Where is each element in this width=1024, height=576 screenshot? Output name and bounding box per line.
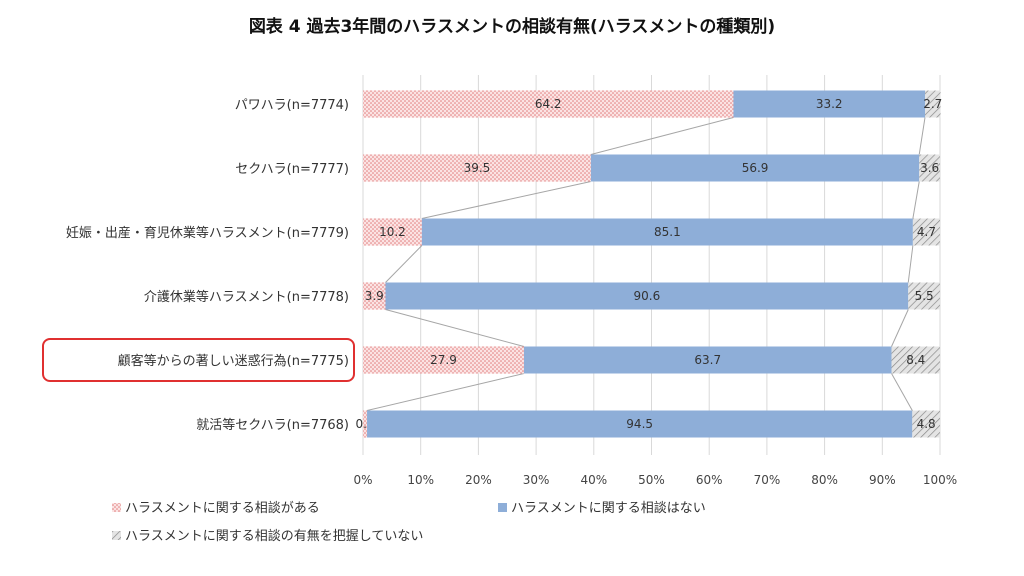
bar-segment	[363, 282, 386, 310]
connector-line	[421, 181, 592, 219]
category-label: 顧客等からの著しい迷惑行為(n=7775)	[118, 353, 349, 369]
highlight-box	[42, 338, 355, 382]
category-label: 就活等セクハラ(n=7768)	[196, 417, 349, 433]
data-label: 2.7	[923, 97, 942, 111]
x-tick-label: 0%	[353, 473, 372, 487]
legend-label: ハラスメントに関する相談はない	[511, 500, 706, 516]
connector-line	[891, 373, 913, 411]
connector-line	[891, 309, 909, 347]
x-axis-ticks: 0% 10% 20% 30% 40% 50% 60% 70% 80% 90% 100%	[353, 473, 957, 487]
data-label: 4.8	[917, 417, 936, 431]
bars: 64.2 33.2 2.7 39.5 56.9 3.6 10.2 85.1 4.7 3.9 90.6…	[355, 90, 942, 438]
connector-line	[385, 309, 525, 347]
bar-segment	[363, 154, 591, 182]
data-label: 85.1	[654, 225, 681, 239]
data-label: 3.9	[365, 289, 384, 303]
legend-swatch	[112, 503, 121, 512]
data-label: 5.5	[915, 289, 934, 303]
data-label: 3.6	[920, 161, 939, 175]
x-tick-label: 80%	[811, 473, 838, 487]
bar-segment	[912, 218, 940, 246]
category-label: セクハラ(n=7777)	[235, 162, 349, 177]
x-tick-label: 70%	[754, 473, 781, 487]
data-label: 56.9	[742, 161, 769, 175]
bar-segment	[363, 218, 422, 246]
bar-segment	[421, 218, 913, 246]
connector-line	[918, 117, 926, 155]
bar-segment	[363, 90, 734, 118]
data-label: 63.7	[694, 353, 721, 367]
legend-swatch	[112, 531, 121, 540]
category-label: 介護休業等ハラスメント(n=7778)	[144, 289, 349, 305]
connector-line	[912, 181, 920, 219]
x-tick-label: 40%	[580, 473, 607, 487]
chart-title: 図表 4 過去3年間のハラスメントの相談有無(ハラスメントの種類別)	[249, 16, 775, 37]
connector-lines	[366, 117, 926, 411]
legend-swatch	[498, 503, 507, 512]
connector-line	[385, 245, 423, 283]
data-label: 8.4	[906, 353, 925, 367]
data-label: 27.9	[430, 353, 457, 367]
bar-segment	[924, 90, 941, 118]
grid-lines	[362, 75, 941, 455]
x-tick-label: 30%	[523, 473, 550, 487]
x-tick-label: 20%	[465, 473, 492, 487]
x-tick-label: 50%	[638, 473, 665, 487]
connector-line	[366, 373, 525, 411]
category-label: 妊娠・出産・育児休業等ハラスメント(n=7779)	[66, 225, 349, 241]
category-labels: パワハラ(n=7774) セクハラ(n=7777) 妊娠・出産・育児休業等ハラスメン…	[42, 98, 355, 433]
bar-segment	[733, 90, 925, 118]
data-label: 10.2	[379, 225, 406, 239]
legend: ハラスメントに関する相談がある ハラスメントに関する相談はないハラスメントに関する…	[112, 500, 706, 544]
data-label: 4.7	[917, 225, 936, 239]
bar-segment	[891, 346, 940, 374]
x-tick-label: 100%	[923, 473, 957, 487]
legend-label: ハラスメントに関する相談の有無を把握していない	[125, 528, 423, 544]
legend-label: ハラスメントに関する相談がある	[125, 500, 320, 516]
data-label: 90.6	[634, 289, 661, 303]
bar-segment	[363, 346, 524, 374]
data-label: 94.5	[626, 417, 653, 431]
bar-segment	[523, 346, 892, 374]
bar-segment	[908, 282, 940, 310]
category-label: パワハラ(n=7774)	[235, 98, 349, 113]
bar-segment	[912, 410, 940, 438]
bar-segment	[919, 154, 940, 182]
bar-segment	[385, 282, 909, 310]
data-label: 39.5	[464, 161, 491, 175]
data-label: 33.2	[816, 97, 843, 111]
bar-segment	[367, 410, 913, 438]
data-label: 64.2	[535, 97, 562, 111]
x-tick-label: 90%	[869, 473, 896, 487]
x-tick-label: 60%	[696, 473, 723, 487]
connector-line	[907, 245, 914, 283]
x-tick-label: 10%	[407, 473, 434, 487]
bar-segment	[590, 154, 920, 182]
connector-line	[590, 117, 734, 155]
bar-segment	[363, 410, 368, 438]
